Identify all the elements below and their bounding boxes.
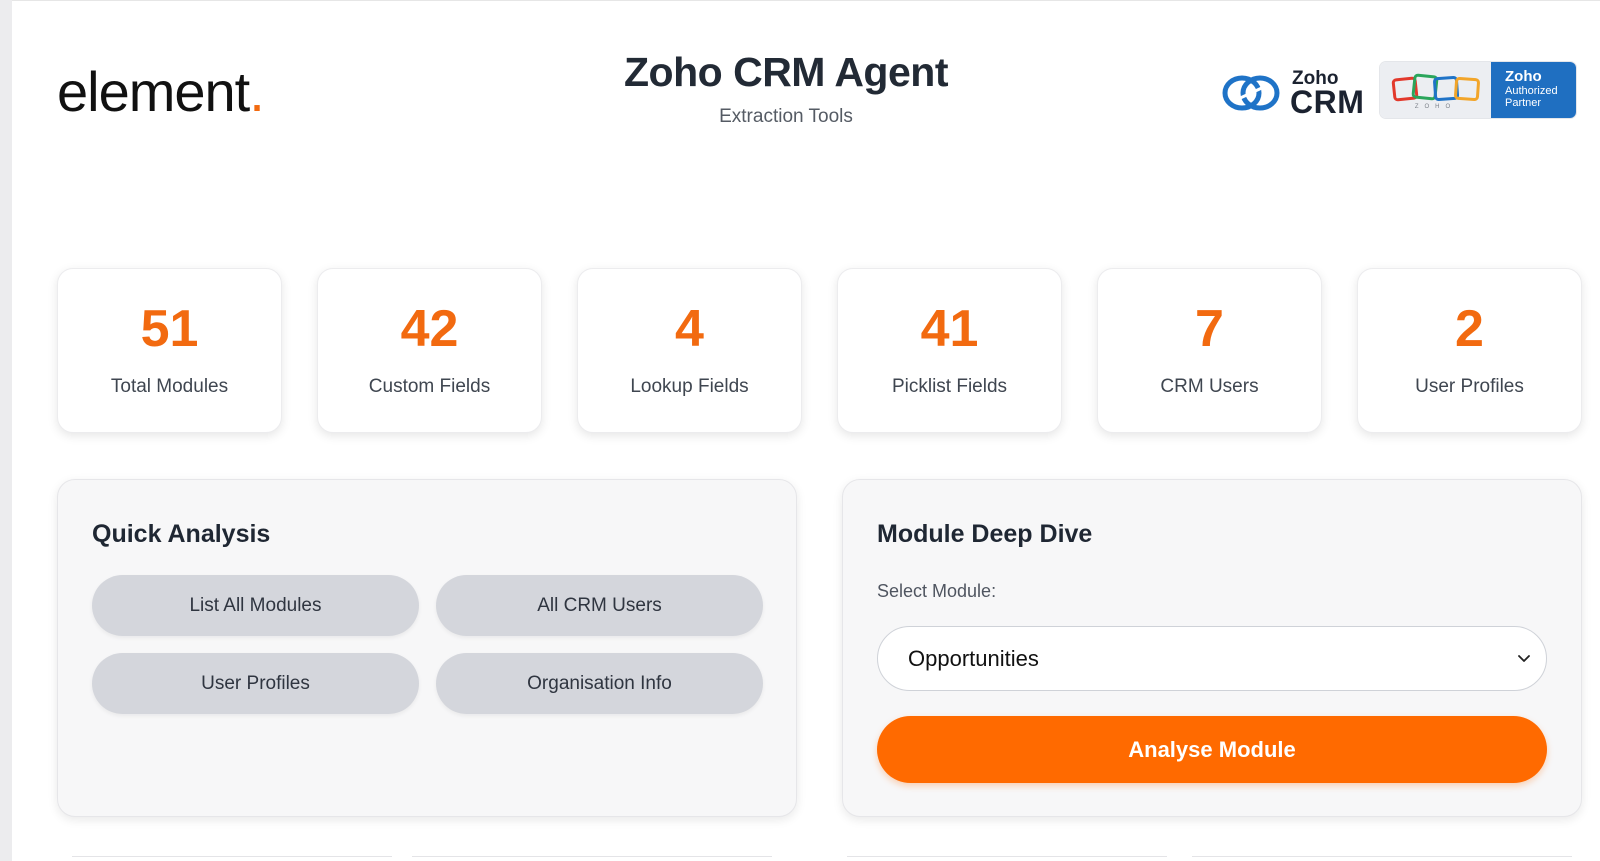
zoho-crm-small-text: Zoho xyxy=(1292,67,1339,89)
partner-line-3: Partner xyxy=(1505,97,1542,109)
analyse-module-button[interactable]: Analyse Module xyxy=(877,716,1547,783)
stat-value: 7 xyxy=(1195,300,1224,358)
stat-value: 41 xyxy=(920,300,979,358)
user-profiles-button[interactable]: User Profiles xyxy=(92,653,419,714)
stat-value: 2 xyxy=(1455,300,1484,358)
stat-card-picklist-fields: 41 Picklist Fields xyxy=(837,268,1062,433)
stat-card-crm-users: 7 CRM Users xyxy=(1097,268,1322,433)
partner-line-1: Zoho xyxy=(1505,68,1542,85)
title-block: Zoho CRM Agent Extraction Tools xyxy=(12,49,1600,128)
organisation-info-button[interactable]: Organisation Info xyxy=(436,653,763,714)
partner-line-2: Authorized xyxy=(1505,85,1558,97)
page-title: Zoho CRM Agent xyxy=(624,49,948,95)
stat-label: Lookup Fields xyxy=(630,376,749,397)
module-select[interactable]: Opportunities xyxy=(877,626,1547,691)
zoho-partner-badge: ZOHO Zoho Authorized Partner xyxy=(1380,62,1576,118)
stat-card-lookup-fields: 4 Lookup Fields xyxy=(577,268,802,433)
stat-card-custom-fields: 42 Custom Fields xyxy=(317,268,542,433)
module-deep-dive-panel: Module Deep Dive Select Module: Opportun… xyxy=(842,479,1582,817)
zoho-squares-icon xyxy=(1391,73,1480,102)
stat-label: CRM Users xyxy=(1160,376,1259,397)
stat-label: Custom Fields xyxy=(368,376,491,397)
element-logo: element. xyxy=(57,59,265,124)
zoho-crm-logo: Zoho CRM xyxy=(1222,67,1364,119)
quick-analysis-panel: Quick Analysis List All Modules All CRM … xyxy=(57,479,797,817)
stat-label: Total Modules xyxy=(110,376,229,397)
logo-dot: . xyxy=(249,60,265,123)
page-subtitle: Extraction Tools xyxy=(719,106,853,127)
below-fold-divider xyxy=(412,856,772,861)
app-page: element. Zoho CRM Agent Extraction Tools… xyxy=(12,0,1600,861)
quick-analysis-buttons: List All Modules All CRM Users User Prof… xyxy=(92,575,763,714)
stat-value: 42 xyxy=(400,300,459,358)
module-select-value: Opportunities xyxy=(908,645,1039,671)
all-crm-users-button[interactable]: All CRM Users xyxy=(436,575,763,636)
stat-value: 51 xyxy=(140,300,199,358)
zoho-squares-logo: ZOHO xyxy=(1380,62,1491,118)
quick-analysis-title: Quick Analysis xyxy=(92,520,271,548)
chevron-down-icon xyxy=(1518,655,1530,662)
zoho-crm-swirl-icon xyxy=(1222,75,1280,111)
partner-mini-text: ZOHO xyxy=(1414,104,1457,110)
stat-card-total-modules: 51 Total Modules xyxy=(57,268,282,433)
stats-row: 51 Total Modules 42 Custom Fields 4 Look… xyxy=(57,268,1582,433)
list-all-modules-button[interactable]: List All Modules xyxy=(92,575,419,636)
below-fold-divider xyxy=(72,856,392,861)
zoho-crm-big-text: CRM xyxy=(1290,83,1365,120)
partner-label: Zoho Authorized Partner xyxy=(1491,62,1576,118)
stat-label: User Profiles xyxy=(1415,376,1524,397)
below-fold-divider xyxy=(847,856,1167,861)
select-module-label: Select Module: xyxy=(877,581,997,601)
below-fold-divider xyxy=(1192,856,1572,861)
module-deep-dive-title: Module Deep Dive xyxy=(877,520,1093,548)
logo-text: element xyxy=(57,60,250,123)
stat-label: Picklist Fields xyxy=(891,376,1008,397)
stat-value: 4 xyxy=(675,300,704,358)
stat-card-user-profiles: 2 User Profiles xyxy=(1357,268,1582,433)
